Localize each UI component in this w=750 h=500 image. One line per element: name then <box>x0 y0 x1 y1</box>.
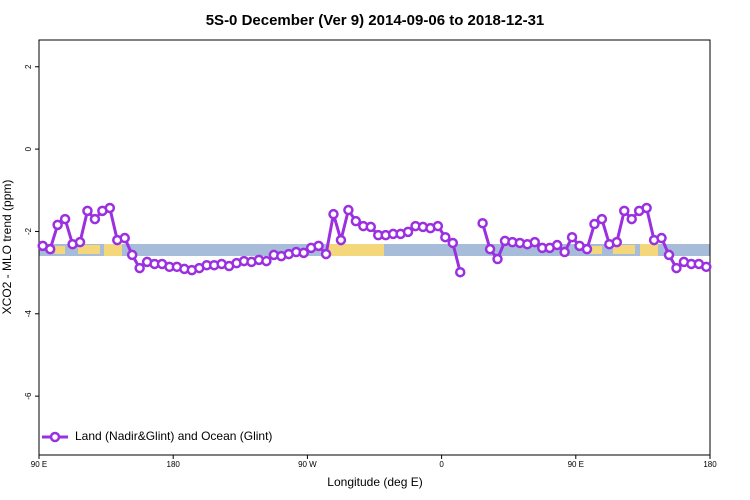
data-point <box>566 231 578 243</box>
data-point <box>126 249 138 261</box>
y-tick-label: -6 <box>24 392 33 400</box>
data-point <box>484 243 496 255</box>
data-point <box>52 219 63 231</box>
data-point <box>492 253 503 265</box>
data-point <box>454 266 466 278</box>
y-tick-label: -4 <box>24 310 33 318</box>
data-point <box>59 213 71 225</box>
data-point <box>529 236 541 248</box>
data-point <box>402 226 414 238</box>
x-tick-label: 180 <box>167 460 181 469</box>
x-tick-label: 90 E <box>568 460 584 469</box>
x-tick-label: 180 <box>703 460 717 469</box>
data-point <box>589 218 600 230</box>
data-point <box>701 261 712 273</box>
data-point <box>134 262 145 274</box>
data-point <box>343 204 354 216</box>
data-point <box>440 231 451 243</box>
data-point <box>641 202 652 214</box>
data-point <box>626 213 637 225</box>
data-point <box>261 255 272 267</box>
data-point <box>328 208 339 220</box>
data-point <box>656 232 667 244</box>
y-tick-label: 2 <box>24 64 33 69</box>
data-point <box>119 232 130 244</box>
data-point <box>596 213 608 225</box>
chart-title: 5S-0 December (Ver 9) 2014-09-06 to 2018… <box>206 12 545 29</box>
data-point <box>671 262 682 274</box>
data-point <box>663 249 675 261</box>
data-point <box>89 213 101 225</box>
y-axis-label: XCO2 - MLO trend (ppm) <box>0 180 14 315</box>
data-point <box>477 217 488 229</box>
y-tick-label: 0 <box>24 146 33 151</box>
data-point <box>74 236 86 248</box>
data-point <box>365 221 377 233</box>
data-point <box>350 215 362 227</box>
data-point <box>432 220 444 232</box>
data-point <box>104 202 116 214</box>
legend-marker <box>49 431 61 443</box>
x-tick-label: 90 W <box>298 460 317 469</box>
y-tick-label: -2 <box>24 227 33 235</box>
data-point <box>298 247 309 259</box>
x-axis-label: Longitude (deg E) <box>327 475 422 489</box>
data-point <box>551 239 563 251</box>
data-point <box>320 248 332 260</box>
x-tick-label: 90 E <box>31 460 47 469</box>
data-point <box>611 236 623 248</box>
data-point <box>44 243 56 255</box>
data-point <box>559 246 570 258</box>
data-point <box>82 205 93 217</box>
data-point <box>447 237 459 249</box>
x-tick-label: 0 <box>439 460 444 469</box>
legend-label: Land (Nadir&Glint) and Ocean (Glint) <box>75 429 272 443</box>
data-point <box>335 234 347 246</box>
data-point <box>619 205 630 217</box>
data-point <box>581 243 593 255</box>
data-point <box>313 240 324 252</box>
